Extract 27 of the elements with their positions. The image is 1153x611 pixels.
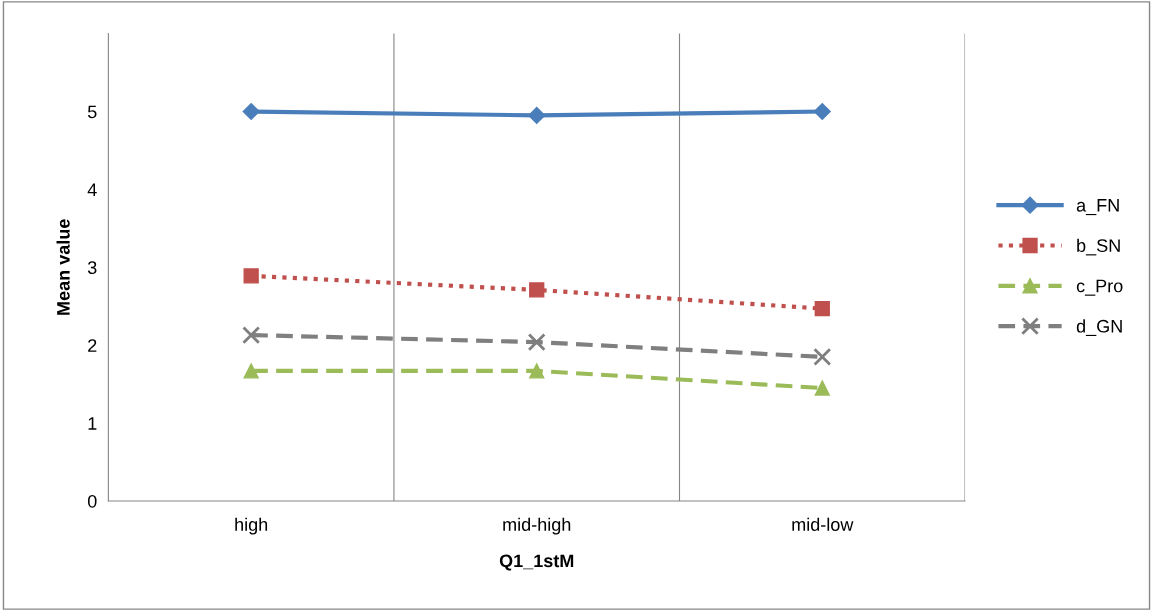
point: [529, 363, 545, 379]
legend-label: d_GN: [1076, 319, 1122, 337]
point: [528, 106, 546, 124]
y-tick-label: 0: [87, 494, 97, 508]
x-axis-title: Q1_1stM: [499, 554, 574, 571]
point: [243, 268, 259, 284]
point: [813, 347, 832, 366]
point: [242, 102, 260, 121]
y-tick-label: 1: [88, 417, 97, 430]
point: [813, 102, 831, 121]
y-tick-label: 4: [87, 183, 97, 196]
point: [529, 282, 545, 298]
point: [814, 380, 830, 396]
y-tick-label: 3: [87, 261, 97, 275]
point: [814, 300, 830, 317]
legend-label: b_SN: [1077, 238, 1120, 256]
y-axis-title: Mean value: [56, 219, 70, 315]
point: [527, 333, 546, 352]
y-tick-label: 5: [87, 105, 97, 119]
x-tick-label: high: [235, 517, 268, 535]
y-tick-label: 2: [88, 339, 97, 352]
legend-label: a_FN: [1076, 199, 1119, 216]
point: [242, 326, 261, 345]
point: [243, 363, 259, 379]
x-tick-label: mid-high: [503, 517, 571, 535]
x-tick-label: mid-low: [792, 517, 854, 531]
legend-label: c_Pro: [1076, 279, 1123, 296]
